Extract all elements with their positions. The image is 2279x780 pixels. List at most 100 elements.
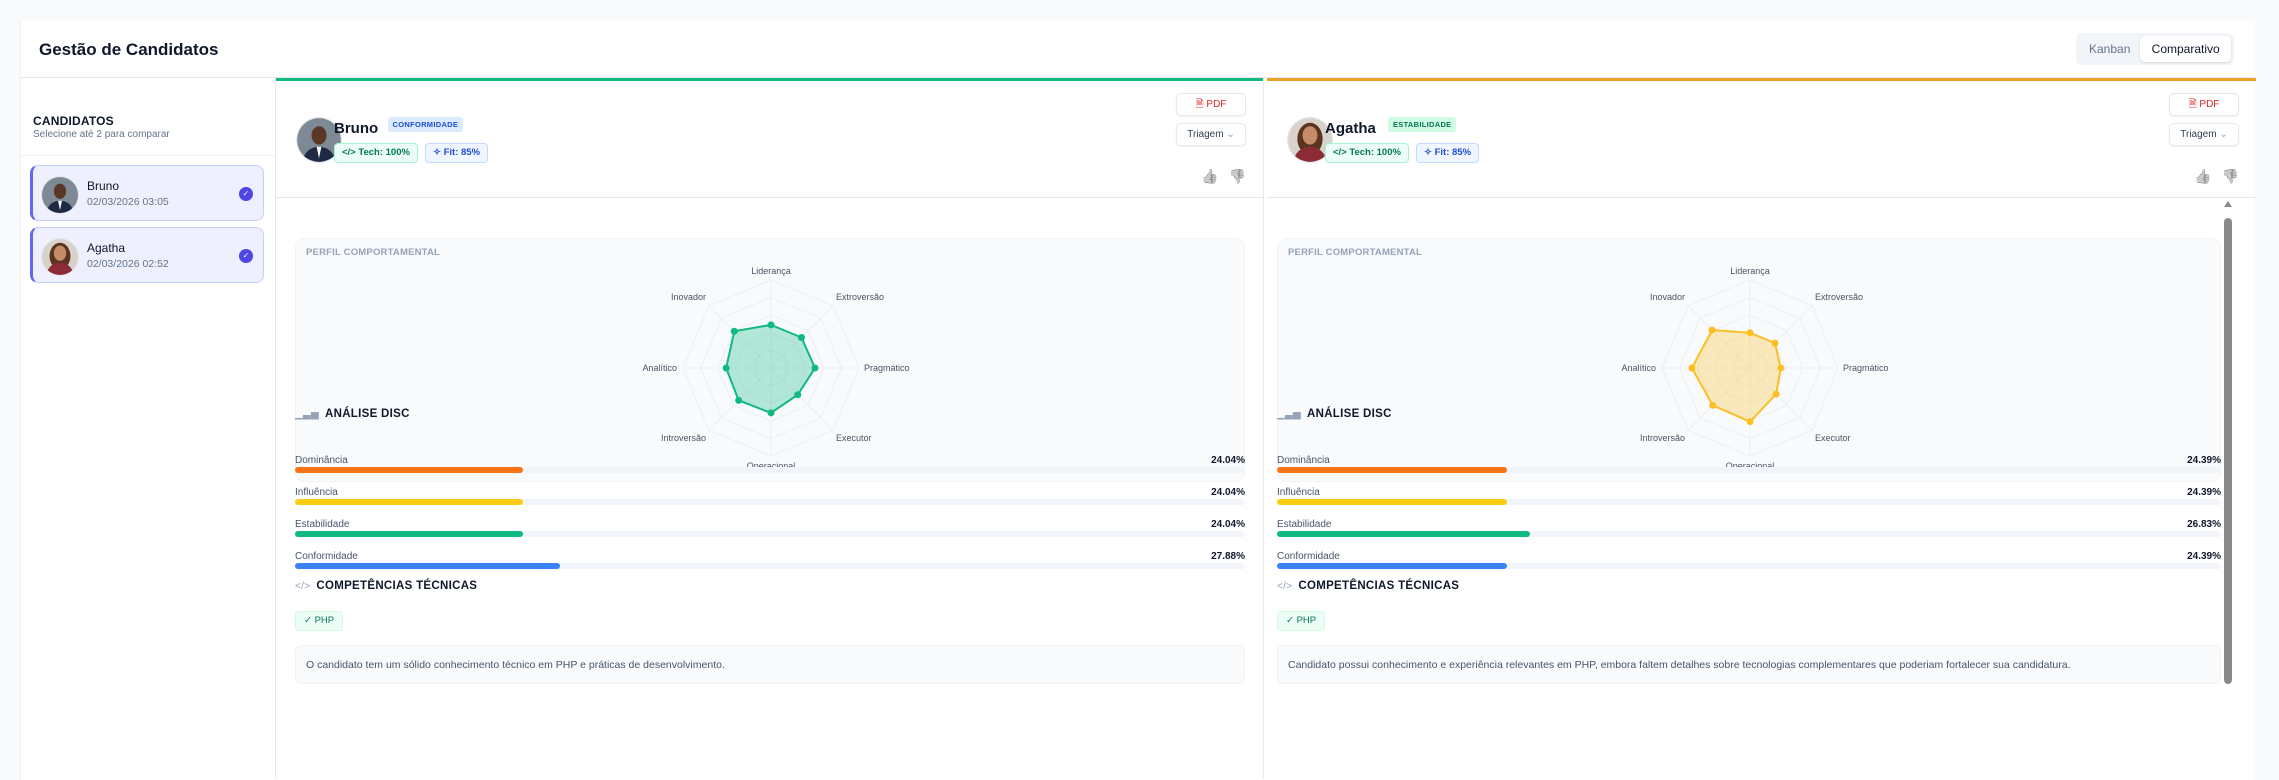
disc-row: Influência 24.04% <box>295 487 1245 517</box>
radar-axis-label: Liderança <box>751 266 791 276</box>
disc-label: Influência <box>295 487 338 498</box>
fit-score: Fit: 85% <box>1434 147 1472 158</box>
disc-value: 24.39% <box>2187 551 2221 562</box>
disc-bar-fill <box>295 531 524 537</box>
radar-axis-label: Extroversão <box>836 292 884 302</box>
main-panel: Gestão de Candidatos Kanban Comparativo … <box>20 20 2256 780</box>
disc-row: Influência 24.39% <box>1277 487 2221 517</box>
disc-row: Dominância 24.04% <box>295 455 1245 485</box>
avatar <box>1287 117 1333 163</box>
tech-score: Tech: 100% <box>358 147 410 158</box>
status-select[interactable]: Triagem ⌄ <box>1176 123 1246 146</box>
radar-point <box>1708 326 1716 334</box>
tech-score-pill: </> Tech: 100% <box>1325 143 1409 163</box>
disc-value: 24.04% <box>1211 519 1245 530</box>
column-header: Agatha ESTABILIDADE </> Tech: 100% ✧ Fit… <box>1267 81 2256 198</box>
avatar <box>41 176 79 214</box>
chevron-down-icon: ⌄ <box>2219 129 2228 140</box>
disc-value: 24.04% <box>1211 455 1245 466</box>
pdf-label: PDF <box>1206 99 1227 110</box>
pdf-button[interactable]: 🗎 PDF <box>1176 93 1246 116</box>
radar-axis-label: Operacional <box>747 461 796 471</box>
tab-kanban[interactable]: Kanban <box>2089 42 2131 56</box>
thumbs-down-icon[interactable]: 👎 <box>1228 168 1246 184</box>
radar-axis-label: Analítico <box>642 363 677 373</box>
radar-chart: Liderança Extroversão Pragmático Executor Op… <box>642 266 909 471</box>
skills-title: COMPETÊNCIAS TÉCNICAS <box>316 580 478 592</box>
radar-point <box>1709 401 1717 409</box>
thumbs-down-icon[interactable]: 👎 <box>2221 168 2239 184</box>
radar-point <box>1771 339 1779 347</box>
radar-point <box>1746 418 1754 426</box>
disc-section-title: ▁▃▅ ANÁLISE DISC <box>295 408 410 420</box>
disc-value: 27.88% <box>1211 551 1245 562</box>
chevron-down-icon: ⌄ <box>1226 129 1235 140</box>
radar-axis <box>1749 305 1813 369</box>
disc-track <box>295 563 1245 569</box>
code-icon: </> <box>295 580 311 592</box>
column-header: Bruno CONFORMIDADE </> Tech: 100% ✧ Fit:… <box>276 81 1263 198</box>
skills-title: COMPETÊNCIAS TÉCNICAS <box>1298 580 1460 592</box>
disc-bar-fill <box>1277 563 1508 569</box>
code-icon: </> <box>1277 580 1293 592</box>
disc-row: Dominância 24.39% <box>1277 455 2221 485</box>
thumbs-up-icon[interactable]: 👍 <box>2194 168 2212 184</box>
candidate-card[interactable]: Agatha 02/03/2026 02:52 ✓ <box>30 227 264 283</box>
sidebar-subtitle: Selecione até 2 para comparar <box>33 129 170 140</box>
radar-axis <box>1687 305 1751 369</box>
radar-axis-label: Introversão <box>1640 433 1685 443</box>
candidate-name: Bruno <box>87 179 120 193</box>
behavior-profile-card: PERFIL COMPORTAMENTAL Liderança Extrovers… <box>1277 238 2221 482</box>
profile-badge: CONFORMIDADE <box>387 117 464 132</box>
radar-point <box>1777 364 1785 372</box>
candidate-card[interactable]: Bruno 02/03/2026 03:05 ✓ <box>30 165 264 221</box>
skill-tag: ✓ PHP <box>1277 611 1326 631</box>
status-select[interactable]: Triagem ⌄ <box>2169 123 2239 146</box>
disc-section-title: ▁▃▅ ANÁLISE DISC <box>1277 408 1392 420</box>
fit-score: Fit: 85% <box>443 147 481 158</box>
disc-label: Dominância <box>295 455 348 466</box>
fit-score-pill: ✧ Fit: 85% <box>425 143 489 163</box>
selected-check-icon[interactable]: ✓ <box>239 249 253 263</box>
radar-axis-label: Operacional <box>1726 461 1775 471</box>
disc-bar-fill <box>1277 499 1508 505</box>
sparkles-icon: ✧ <box>1424 147 1435 158</box>
radar-point <box>797 334 805 342</box>
disc-row: Estabilidade 26.83% <box>1277 519 2221 549</box>
skills-section-title: </> COMPETÊNCIAS TÉCNICAS <box>295 580 477 592</box>
disc-label: Estabilidade <box>295 519 350 530</box>
radar-point <box>767 321 775 329</box>
disc-label: Estabilidade <box>1277 519 1332 530</box>
thumbs-up-icon[interactable]: 👍 <box>1201 168 1219 184</box>
disc-value: 24.39% <box>2187 487 2221 498</box>
radar-point <box>730 327 738 335</box>
disc-bar-fill <box>1277 531 1531 537</box>
selected-check-icon[interactable]: ✓ <box>239 187 253 201</box>
disc-label: Conformidade <box>295 551 358 562</box>
accent-bar <box>1267 78 2256 81</box>
scrollbar[interactable] <box>2223 197 2233 757</box>
scroll-up-arrow-icon[interactable] <box>2224 201 2232 207</box>
scrollbar-thumb[interactable] <box>2224 218 2232 684</box>
candidate-name: Agatha <box>1325 120 1376 137</box>
tech-score-pill: </> Tech: 100% <box>334 143 418 163</box>
candidate-name: Bruno <box>334 120 379 137</box>
disc-title: ANÁLISE DISC <box>324 408 410 420</box>
candidate-date: 02/03/2026 02:52 <box>87 258 169 270</box>
status-value: Triagem <box>1187 129 1224 140</box>
radar-axis-label: Pragmático <box>1843 363 1889 373</box>
disc-label: Dominância <box>1277 455 1330 466</box>
fit-score-pill: ✧ Fit: 85% <box>1416 143 1480 163</box>
radar-axis-label: Extroversão <box>1815 292 1863 302</box>
radar-series-area <box>1690 328 1782 423</box>
avatar <box>296 117 342 163</box>
accent-bar <box>276 78 1263 81</box>
bar-chart-icon: ▁▃▅ <box>295 408 319 420</box>
pdf-button[interactable]: 🗎 PDF <box>2169 93 2239 116</box>
skill-tag: ✓ PHP <box>295 611 344 631</box>
disc-bar-fill <box>1277 467 1508 473</box>
disc-row: Estabilidade 24.04% <box>295 519 1245 549</box>
radar-axis-label: Executor <box>1815 433 1851 443</box>
tab-comparativo[interactable]: Comparativo <box>2140 36 2231 62</box>
radar-axis <box>770 367 834 431</box>
